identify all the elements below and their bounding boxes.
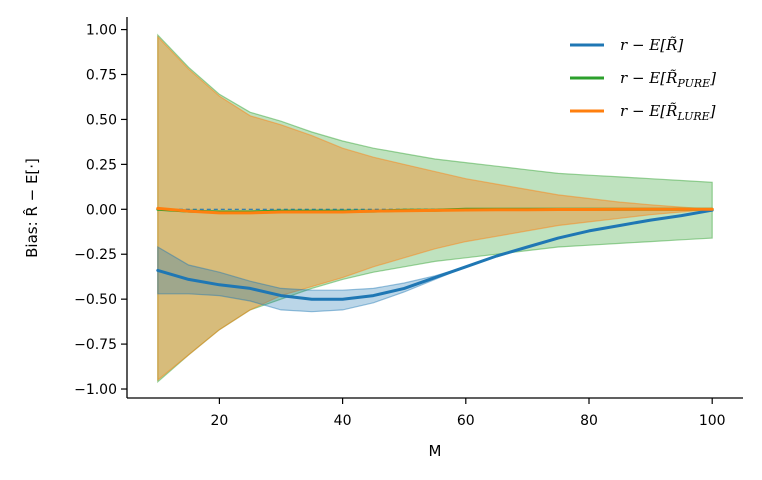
legend-label-1: r − E[R̃]r − E[R̃] [620, 36, 683, 54]
line-series-1 [156, 208, 714, 301]
x-tick-label: 100 [699, 413, 726, 429]
x-ticks: 20 40 60 80 100 [210, 398, 726, 429]
y-tick-label: 0.75 [86, 68, 117, 84]
legend-label-2: r − E[R̃PURE]r − E[R̃PURE] [620, 69, 716, 90]
y-tick-label: 1.00 [86, 23, 117, 39]
y-tick-label: −0.25 [74, 247, 117, 263]
y-tick-label: 0.00 [86, 202, 117, 218]
y-tick-label: −0.75 [74, 337, 117, 353]
y-tick-label: 0.25 [86, 157, 117, 173]
legend: r − E[R̃]r − E[R̃] r − E[R̃PURE]r − E[R̃P… [570, 36, 716, 123]
x-tick-label: 80 [580, 413, 598, 429]
axes [126, 17, 743, 399]
y-tick-label: 0.50 [86, 112, 117, 128]
y-axis-label: Bias: R̂ − E[·] [22, 158, 41, 258]
line-series-3 [156, 206, 714, 215]
y-ticks: −1.00 −0.75 −0.50 −0.25 0.00 0.25 0.50 0.75 1.00 [74, 23, 127, 398]
y-tick-label: −1.00 [74, 382, 117, 398]
x-tick-label: 20 [210, 413, 228, 429]
x-tick-label: 60 [457, 413, 475, 429]
series-lines [156, 206, 714, 301]
band-series-2 [157, 33, 713, 384]
y-tick-label: −0.50 [74, 292, 117, 308]
x-axis-label: M [429, 442, 442, 460]
legend-label-3: r − E[R̃LURE]r − E[R̃LURE] [620, 102, 716, 123]
x-tick-label: 40 [334, 413, 352, 429]
